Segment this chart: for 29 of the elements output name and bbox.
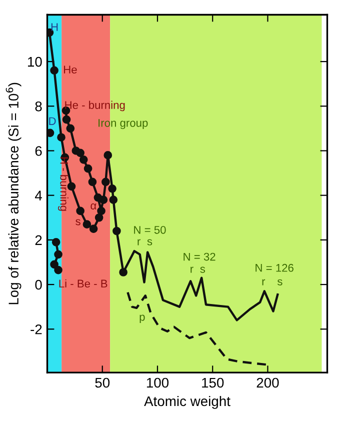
annotation: r — [138, 239, 140, 246]
x-axis-title: Atomic weight — [144, 396, 230, 409]
annotation: s — [76, 219, 80, 226]
x-tick-label: 150 — [202, 378, 224, 388]
annotation: s — [277, 279, 282, 286]
y-tick-label: 2 — [35, 235, 42, 245]
x-tick-label: 100 — [146, 378, 169, 388]
y-tick-label: 8 — [35, 101, 42, 112]
annotation: s — [200, 266, 206, 273]
annotation: H — [51, 23, 58, 31]
annotation: s — [147, 239, 152, 246]
annotation: N = 126 — [256, 264, 294, 272]
y-tick-label: 6 — [35, 146, 42, 156]
annotation: r — [262, 279, 266, 286]
y-tick-label: 10 — [28, 56, 42, 67]
y-tick-label: -2 — [30, 324, 42, 334]
annotation: H - burning — [58, 157, 68, 211]
annotation: p — [140, 314, 145, 324]
y-axis-title: Log of relative abundance (Si = 10$^{6}$) — [6, 82, 22, 304]
annotation: r — [190, 266, 194, 273]
y-tick-label: 0 — [35, 280, 42, 290]
annotation: N = 50 — [134, 226, 166, 234]
x-tick-label: 50 — [95, 378, 110, 388]
annotation: He — [64, 66, 77, 74]
annotation: D — [49, 117, 56, 125]
y-tick-label: 4 — [34, 190, 42, 200]
x-tick-label: 200 — [256, 378, 279, 388]
annotation: α — [90, 203, 96, 210]
annotation: N = 32 — [184, 252, 216, 261]
